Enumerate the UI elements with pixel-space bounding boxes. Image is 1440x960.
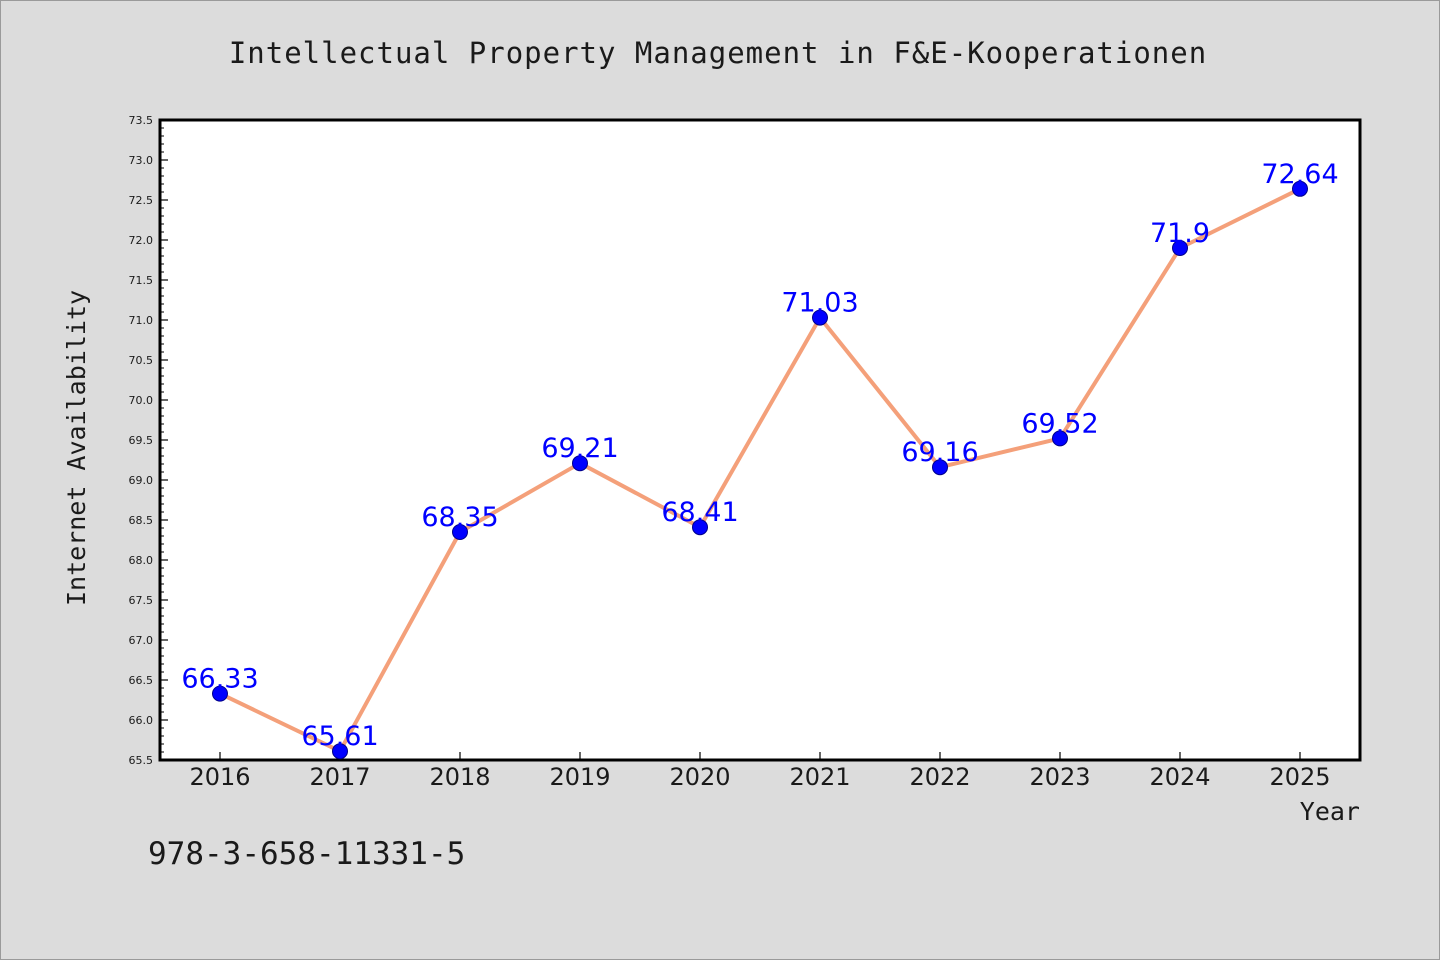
x-tick-label: 2021	[789, 763, 850, 791]
data-label: 68.41	[661, 497, 738, 528]
data-points	[212, 180, 1308, 760]
x-tick-label: 2017	[309, 763, 370, 791]
data-point	[572, 455, 588, 472]
y-tick-label: 65.5	[129, 754, 154, 767]
x-axis-label: Year	[1300, 797, 1360, 826]
data-label: 65.61	[301, 721, 378, 752]
data-point	[332, 743, 348, 760]
isbn-footer: 978-3-658-11331-5	[148, 836, 465, 872]
data-label: 71.9	[1150, 218, 1210, 249]
data-point	[1052, 430, 1068, 447]
x-tick-label: 2022	[909, 763, 970, 791]
x-tick-label: 2024	[1149, 763, 1210, 791]
y-tick-label: 69.0	[129, 474, 154, 487]
series-line	[218, 186, 1302, 754]
data-label: 69.21	[541, 433, 618, 464]
y-tick-label: 69.5	[129, 434, 154, 447]
y-axis-label: Internet Availability	[62, 290, 91, 606]
data-point	[692, 519, 708, 536]
y-tick-label: 66.5	[129, 674, 154, 687]
x-tick-label: 2019	[549, 763, 610, 791]
plot-area	[158, 118, 1362, 762]
data-label: 68.35	[421, 502, 498, 533]
x-tick-label: 2020	[669, 763, 730, 791]
y-tick-label: 70.5	[129, 354, 154, 367]
x-axis-ticks: 2016 2017 2018 2019 2020 2021 2022 2023 2024 2025	[189, 752, 1331, 791]
data-labels: 66.33 65.61 68.35 69.21 68.41 71.03 69.16 69.52…	[181, 159, 1338, 752]
data-point	[1172, 240, 1188, 256]
y-tick-label: 72.5	[129, 194, 154, 207]
chart-title: Intellectual Property Management in F&E-…	[229, 36, 1207, 70]
y-tick-label: 73.0	[129, 154, 154, 167]
x-tick-label: 2018	[429, 763, 490, 791]
x-tick-label: 2023	[1029, 763, 1090, 791]
data-label: 66.33	[181, 664, 258, 695]
y-tick-label: 66.0	[129, 714, 154, 727]
x-tick-label: 2025	[1269, 763, 1330, 791]
y-tick-label: 67.0	[129, 634, 154, 647]
data-label: 71.03	[781, 288, 858, 319]
y-tick-label: 68.5	[129, 514, 154, 527]
y-axis-ticks: 65.5 66.0 66.5 67.0 67.5 68.0 68.5 69.0 69.5 70.0…	[129, 114, 168, 767]
data-point	[212, 685, 228, 702]
y-tick-label: 70.0	[129, 394, 154, 407]
data-label: 69.16	[901, 437, 978, 468]
x-tick-label: 2016	[189, 763, 250, 791]
data-point	[932, 459, 948, 476]
data-point	[812, 309, 828, 326]
y-tick-label: 73.5	[129, 114, 154, 127]
data-label: 72.64	[1261, 159, 1338, 190]
y-tick-label: 67.5	[129, 594, 154, 607]
y-tick-label: 71.0	[129, 314, 154, 327]
y-tick-label: 71.5	[129, 274, 154, 287]
data-label: 69.52	[1021, 408, 1098, 439]
y-tick-label: 68.0	[129, 554, 154, 567]
y-tick-label: 72.0	[129, 234, 154, 247]
data-point	[1292, 180, 1308, 197]
data-point	[452, 524, 468, 540]
